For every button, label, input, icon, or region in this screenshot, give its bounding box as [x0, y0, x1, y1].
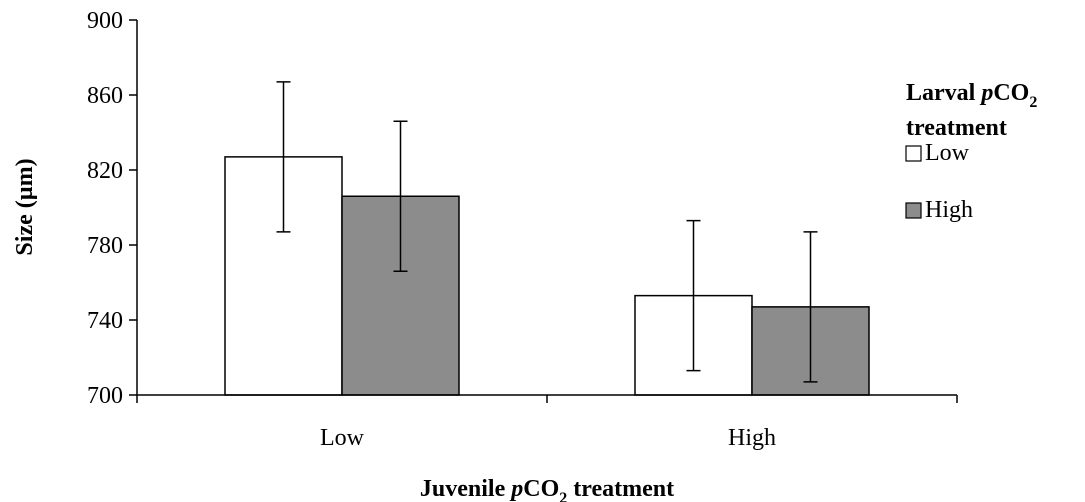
y-tick-label: 860 — [87, 83, 123, 109]
bars-group — [224, 156, 870, 396]
y-ticks-group: 700 740 780 820 860 900 — [87, 8, 137, 409]
y-tick-label: 820 — [87, 158, 123, 184]
legend-label: Low — [925, 140, 970, 166]
error-bars-group — [276, 81, 818, 383]
legend-swatch — [905, 145, 922, 162]
legend-label: High — [925, 197, 973, 223]
y-tick-label: 900 — [87, 8, 123, 34]
legend-items: Low High — [905, 140, 973, 223]
x-ticks-group: Low High — [136, 395, 958, 451]
x-tick-label: High — [728, 425, 776, 451]
legend-swatch — [905, 202, 922, 219]
y-tick-label: 780 — [87, 233, 123, 259]
y-axis-title: Size (µm) — [12, 158, 38, 255]
y-tick-label: 700 — [87, 383, 123, 409]
legend-title-line1: Larval pCO2 — [906, 80, 1037, 111]
legend-title-line2: treatment — [906, 115, 1007, 141]
x-tick-label: Low — [320, 425, 365, 451]
y-tick-label: 740 — [87, 308, 123, 334]
legend: Larval pCO2 treatment Low High — [905, 80, 1037, 223]
x-axis-title: Juvenile pCO2 treatment — [420, 476, 674, 502]
